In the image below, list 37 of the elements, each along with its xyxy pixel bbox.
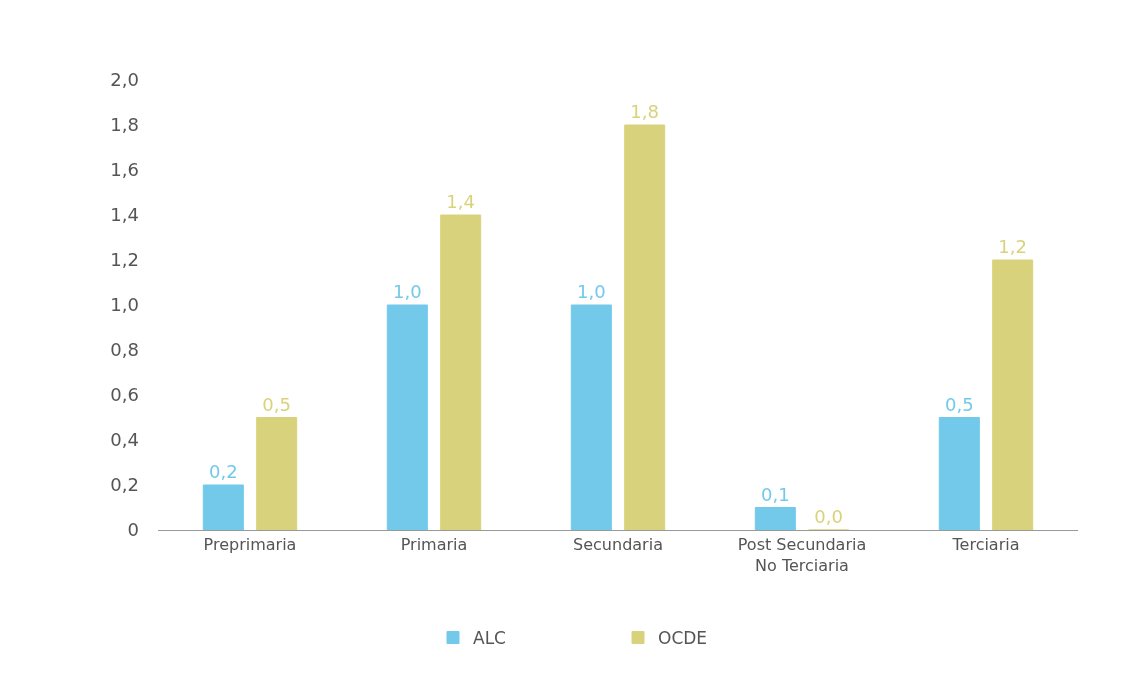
legend-label: ALC <box>473 628 506 649</box>
data-label: 0,1 <box>761 483 790 505</box>
bar <box>202 484 244 530</box>
bar <box>938 417 980 530</box>
data-label: 0,2 <box>209 461 238 482</box>
x-tick-label: Preprimaria <box>203 535 297 555</box>
bar <box>570 304 612 530</box>
y-tick-label: 1,8 <box>110 114 139 136</box>
bar <box>754 507 796 530</box>
y-tick-label: 1,2 <box>110 249 139 271</box>
data-label: 1,4 <box>446 191 475 212</box>
bar <box>440 214 482 530</box>
data-label: 0,5 <box>262 393 291 415</box>
data-label: 1,2 <box>998 236 1027 257</box>
y-tick-label: 0 <box>127 519 139 541</box>
bar <box>992 259 1034 530</box>
bar <box>386 304 428 530</box>
y-tick-label: 0,6 <box>110 384 139 406</box>
x-tick-label: Terciaria <box>951 535 1020 555</box>
data-label: 1,8 <box>630 101 659 122</box>
y-tick-label: 1,0 <box>110 294 139 316</box>
bar <box>256 417 298 530</box>
legend-label: OCDE <box>658 628 708 649</box>
data-label: 1,0 <box>577 281 606 302</box>
data-label: 0,0 <box>814 506 843 527</box>
y-tick-label: 2,0 <box>110 69 139 91</box>
y-tick-label: 1,4 <box>110 204 139 226</box>
y-tick-label: 0,8 <box>110 339 139 361</box>
x-tick-label: Post Secundaria No Terciaria <box>737 535 867 575</box>
x-tick-label: Primaria <box>400 535 468 555</box>
y-tick-label: 0,4 <box>110 429 139 451</box>
data-label: 0,5 <box>945 393 974 415</box>
y-tick-label: 0,2 <box>110 474 139 496</box>
data-label: 1,0 <box>393 281 422 302</box>
y-tick-label: 1,6 <box>110 159 139 181</box>
bar <box>624 124 666 530</box>
x-tick-label: Secundaria <box>573 535 663 555</box>
